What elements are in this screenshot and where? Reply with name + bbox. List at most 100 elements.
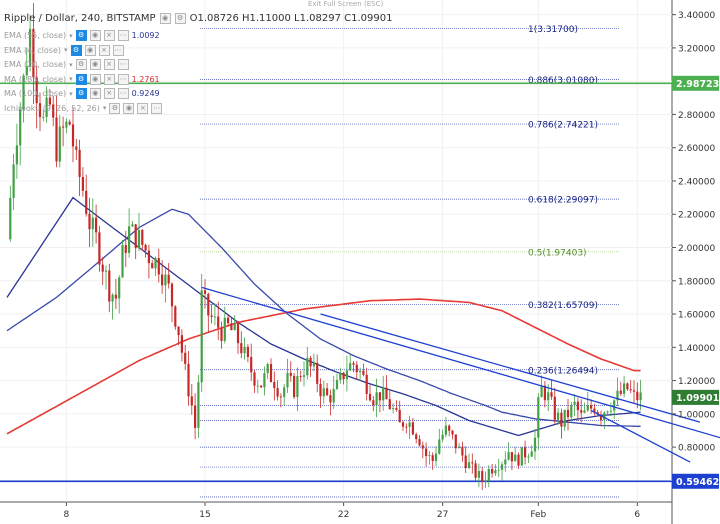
candle-body [197,382,200,428]
candle-body [223,317,226,341]
candle-body [543,385,546,401]
close-icon[interactable]: × [103,59,115,70]
candle-body [260,385,263,388]
price-tick-label: 1.80000 [678,277,715,287]
exit-fullscreen-hint[interactable]: Exit Full Screen (ESC) [308,0,384,8]
candle-body [537,397,540,438]
eye-icon[interactable]: ◉ [84,44,96,56]
candle-body [98,232,101,265]
candle-body [187,363,190,397]
indicator-row[interactable]: MA (100, close) ▾ ⚙ ◉ × ⋯ 0.9249 [4,88,160,99]
chevron-down-icon[interactable]: ▾ [69,60,73,69]
candle-body [111,294,114,302]
indicator-row[interactable]: MA (183, close) ▾ ⚙ ◉ × ⋯ 1.2761 [4,73,160,85]
candle-body [573,401,576,405]
price-tick-label: 1.60000 [678,311,715,321]
candle-body [471,462,474,464]
close-icon[interactable]: × [103,30,115,41]
eye-icon[interactable]: ◉ [123,102,135,114]
price-badge-label: 1.09901 [676,393,719,404]
candle-body [484,480,487,482]
candle-body [533,437,537,452]
candle-body [170,283,174,307]
gear-icon[interactable]: ⚙ [75,59,87,70]
indicator-row[interactable]: EMA (4, close) ▾ ⚙ ◉ × ⋯ [4,44,124,56]
price-tick-label: 2.60000 [678,144,715,154]
candle-body [213,316,216,318]
candle-body [289,372,292,376]
candle-body [527,456,530,458]
time-tick-label: 6 [634,510,640,520]
candle-body [345,370,348,380]
candle-body [177,326,180,336]
candle-body [256,385,259,387]
chevron-down-icon[interactable]: ▾ [69,31,73,40]
candle-body [375,392,378,406]
time-tick-label: Feb [530,510,546,520]
indicator-value: 1.2761 [131,74,160,84]
candle-body [477,471,480,478]
gear-icon[interactable]: ⚙ [109,102,121,114]
indicator-row[interactable]: EMA (20, close) ▾ ⚙ ◉ × ⋯ [4,59,129,70]
candle-body [639,392,642,401]
indicator-label: Ichimoku (9, 26, 52, 26) [4,103,100,113]
eye-icon[interactable]: ◉ [89,88,101,99]
eye-icon[interactable]: ◉ [159,13,171,24]
gear-icon[interactable]: ⚙ [75,88,87,99]
eye-icon[interactable]: ◉ [89,30,101,41]
candle-body [22,75,25,110]
more-icon[interactable]: ⋯ [151,102,163,114]
price-tick-label: 1.40000 [678,344,715,354]
trendline [590,409,691,463]
candle-body [293,375,296,398]
candle-body [312,362,315,367]
candle-body [570,404,573,418]
gear-icon[interactable]: ⚙ [75,30,87,41]
chevron-down-icon[interactable]: ▾ [69,89,73,98]
candle-body [322,388,325,397]
candle-body [629,389,632,391]
candle-body [309,357,312,367]
candle-body [580,410,583,413]
close-icon[interactable]: × [103,73,115,85]
candle-body [411,422,414,435]
candle-body [147,250,150,264]
eye-icon[interactable]: ◉ [89,59,101,70]
gear-icon[interactable]: ⚙ [174,13,186,24]
candle-body [421,445,424,449]
candle-body [319,383,322,397]
gear-icon[interactable]: ⚙ [70,44,82,56]
more-icon[interactable]: ⋯ [117,73,129,85]
more-icon[interactable]: ⋯ [117,88,129,99]
price-tick-label: 2.20000 [678,211,715,221]
candle-body [164,274,167,286]
more-icon[interactable]: ⋯ [117,30,129,41]
chevron-down-icon[interactable]: ▾ [64,46,68,54]
candle-body [593,408,596,413]
price-badge [672,473,719,489]
chart-title-row: Ripple / Dollar, 240, BITSTAMP ◉ ⚙ O1.08… [4,13,392,24]
close-icon[interactable]: × [98,44,110,56]
candle-body [623,383,626,394]
close-icon[interactable]: × [137,102,149,114]
candle-body [408,422,411,427]
candle-body [296,376,299,398]
chevron-down-icon[interactable]: ▾ [69,75,73,83]
indicator-row[interactable]: EMA (55, close) ▾ ⚙ ◉ × ⋯ 1.0092 [4,30,160,41]
candle-body [487,469,490,481]
close-icon[interactable]: × [103,88,115,99]
indicator-row[interactable]: Ichimoku (9, 26, 52, 26) ▾ ⚙ ◉ × ⋯ [4,102,163,114]
candle-body [104,270,108,272]
candle-body [75,146,78,150]
ma100-line [6,208,641,427]
more-icon[interactable]: ⋯ [112,44,124,56]
trendline [320,313,701,423]
candle-body [616,390,619,401]
eye-icon[interactable]: ◉ [89,73,101,85]
chevron-down-icon[interactable]: ▾ [102,104,107,112]
more-icon[interactable]: ⋯ [117,59,129,70]
gear-icon[interactable]: ⚙ [75,73,87,85]
candle-body [467,462,471,469]
candle-body [335,380,339,389]
